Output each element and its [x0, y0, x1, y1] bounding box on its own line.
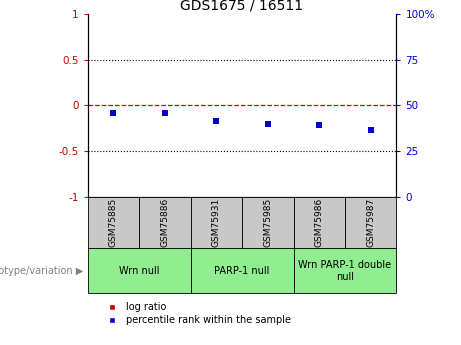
Text: Wrn null: Wrn null — [119, 266, 160, 276]
Text: GSM75931: GSM75931 — [212, 198, 221, 247]
Point — [213, 118, 220, 124]
Text: genotype/variation ▶: genotype/variation ▶ — [0, 266, 83, 276]
Bar — [242, 197, 294, 248]
Bar — [88, 197, 139, 248]
Legend: log ratio, percentile rank within the sample: log ratio, percentile rank within the sa… — [99, 298, 295, 329]
Point — [315, 122, 323, 128]
Bar — [294, 248, 396, 293]
Bar — [190, 248, 294, 293]
Bar — [190, 197, 242, 248]
Text: GSM75986: GSM75986 — [315, 198, 324, 247]
Text: GSM75987: GSM75987 — [366, 198, 375, 247]
Point — [367, 127, 374, 133]
Text: PARP-1 null: PARP-1 null — [214, 266, 270, 276]
Point — [110, 110, 117, 115]
Bar — [345, 197, 396, 248]
Point — [264, 122, 272, 127]
Point — [161, 111, 168, 116]
Bar — [88, 248, 190, 293]
Title: GDS1675 / 16511: GDS1675 / 16511 — [180, 0, 304, 13]
Text: Wrn PARP-1 double
null: Wrn PARP-1 double null — [298, 260, 391, 282]
Bar — [139, 197, 190, 248]
Bar — [294, 197, 345, 248]
Text: GSM75885: GSM75885 — [109, 198, 118, 247]
Text: GSM75985: GSM75985 — [263, 198, 272, 247]
Text: GSM75886: GSM75886 — [160, 198, 169, 247]
